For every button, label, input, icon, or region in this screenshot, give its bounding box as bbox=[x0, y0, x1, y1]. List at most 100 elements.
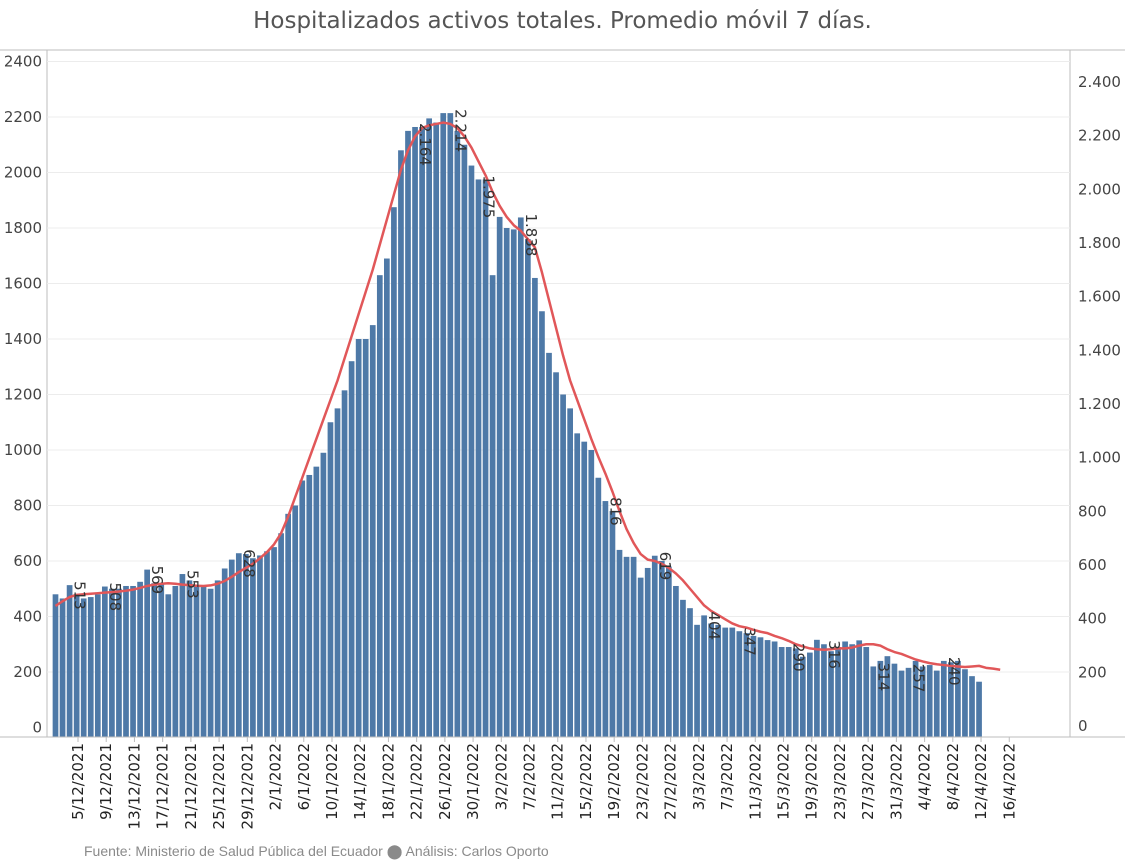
bar bbox=[750, 635, 757, 737]
x-tick-label: 19/2/2022 bbox=[605, 743, 623, 820]
bar bbox=[412, 126, 418, 737]
bar bbox=[574, 433, 581, 737]
bar bbox=[73, 594, 80, 737]
bar bbox=[165, 594, 172, 737]
data-label: 508 bbox=[106, 583, 124, 612]
bar bbox=[630, 556, 637, 737]
x-tick-label: 14/1/2022 bbox=[351, 743, 369, 820]
x-tick-label: 9/12/2021 bbox=[97, 743, 115, 820]
y-right-tick-label: 2.000 bbox=[1078, 180, 1121, 198]
bar bbox=[109, 588, 115, 737]
bar bbox=[334, 408, 341, 737]
bar bbox=[271, 547, 277, 737]
y-right-tick-label: 1.600 bbox=[1078, 288, 1121, 306]
bar bbox=[743, 633, 750, 737]
data-label: 513 bbox=[71, 581, 89, 610]
bar bbox=[137, 581, 143, 737]
bar bbox=[525, 239, 531, 737]
x-tick-label: 26/1/2022 bbox=[436, 743, 454, 820]
bar bbox=[130, 585, 136, 737]
bar bbox=[567, 408, 573, 737]
bar bbox=[539, 311, 545, 737]
bar bbox=[792, 648, 799, 737]
bar bbox=[863, 647, 870, 737]
bar bbox=[510, 229, 517, 737]
bar bbox=[687, 608, 693, 737]
x-tick-label: 2/1/2022 bbox=[267, 743, 285, 810]
bar bbox=[870, 666, 877, 737]
bar bbox=[708, 623, 714, 737]
data-label: 2.164 bbox=[416, 123, 434, 166]
bar bbox=[440, 113, 447, 737]
bar bbox=[151, 583, 158, 737]
bar bbox=[877, 660, 884, 737]
bar bbox=[532, 277, 538, 737]
bar bbox=[799, 656, 806, 737]
data-label: 569 bbox=[148, 566, 166, 595]
moving-average-line bbox=[54, 121, 1001, 672]
data-label: 314 bbox=[874, 663, 892, 692]
bar bbox=[560, 394, 566, 737]
bar bbox=[807, 652, 813, 737]
bar bbox=[172, 585, 179, 737]
bar bbox=[66, 585, 73, 737]
bar bbox=[496, 216, 503, 737]
x-tick-label: 11/3/2022 bbox=[746, 743, 764, 820]
bar bbox=[912, 660, 919, 737]
bar bbox=[835, 647, 841, 737]
y-left-tick-label: 1800 bbox=[4, 219, 42, 237]
bar bbox=[468, 165, 475, 737]
y-left-tick-label: 2400 bbox=[4, 53, 42, 71]
x-tick-label: 31/3/2022 bbox=[887, 743, 905, 820]
bar bbox=[482, 179, 489, 737]
bar bbox=[362, 339, 369, 737]
x-tick-label: 29/12/2021 bbox=[238, 743, 256, 829]
bar bbox=[553, 372, 559, 737]
bar bbox=[313, 466, 320, 737]
y-left-tick-label: 400 bbox=[13, 608, 42, 626]
x-tick-label: 13/12/2021 bbox=[125, 743, 143, 829]
bar bbox=[475, 179, 482, 737]
bar bbox=[454, 130, 461, 737]
data-label: 816 bbox=[606, 497, 624, 526]
bar bbox=[447, 113, 454, 737]
y-left-tick-label: 1600 bbox=[4, 275, 42, 293]
data-label: 257 bbox=[910, 664, 928, 693]
y-left-tick-label: 200 bbox=[13, 663, 42, 681]
bar bbox=[828, 651, 834, 737]
bar bbox=[426, 118, 432, 737]
data-label: 290 bbox=[790, 643, 808, 672]
bar bbox=[94, 594, 101, 737]
bar bbox=[116, 588, 122, 737]
bar bbox=[517, 217, 524, 737]
data-label: 619 bbox=[656, 552, 674, 581]
bar bbox=[348, 361, 355, 737]
bar bbox=[948, 662, 954, 737]
x-tick-label: 19/3/2022 bbox=[803, 743, 821, 820]
bar bbox=[250, 558, 256, 737]
x-tick-label: 30/1/2022 bbox=[464, 743, 482, 820]
bar bbox=[905, 667, 912, 737]
data-label: 553 bbox=[183, 570, 201, 599]
data-label: 240 bbox=[945, 657, 963, 686]
bar bbox=[602, 501, 609, 737]
x-tick-label: 15/3/2022 bbox=[775, 743, 793, 820]
bar bbox=[292, 505, 299, 737]
x-tick-label: 18/1/2022 bbox=[379, 743, 397, 820]
bar bbox=[736, 631, 743, 737]
bar bbox=[898, 670, 905, 737]
bar bbox=[764, 640, 771, 737]
bar bbox=[849, 644, 855, 737]
y-left-tick-label: 1200 bbox=[4, 386, 42, 404]
bar bbox=[651, 555, 658, 737]
bar bbox=[433, 122, 440, 737]
bar bbox=[962, 669, 968, 737]
bar bbox=[306, 474, 313, 737]
bar bbox=[884, 656, 891, 737]
y-right-tick-label: 800 bbox=[1078, 502, 1107, 520]
bar bbox=[891, 663, 898, 737]
x-tick-label: 15/2/2022 bbox=[577, 743, 595, 820]
bar bbox=[666, 566, 672, 737]
x-tick-label: 7/3/2022 bbox=[718, 743, 736, 810]
